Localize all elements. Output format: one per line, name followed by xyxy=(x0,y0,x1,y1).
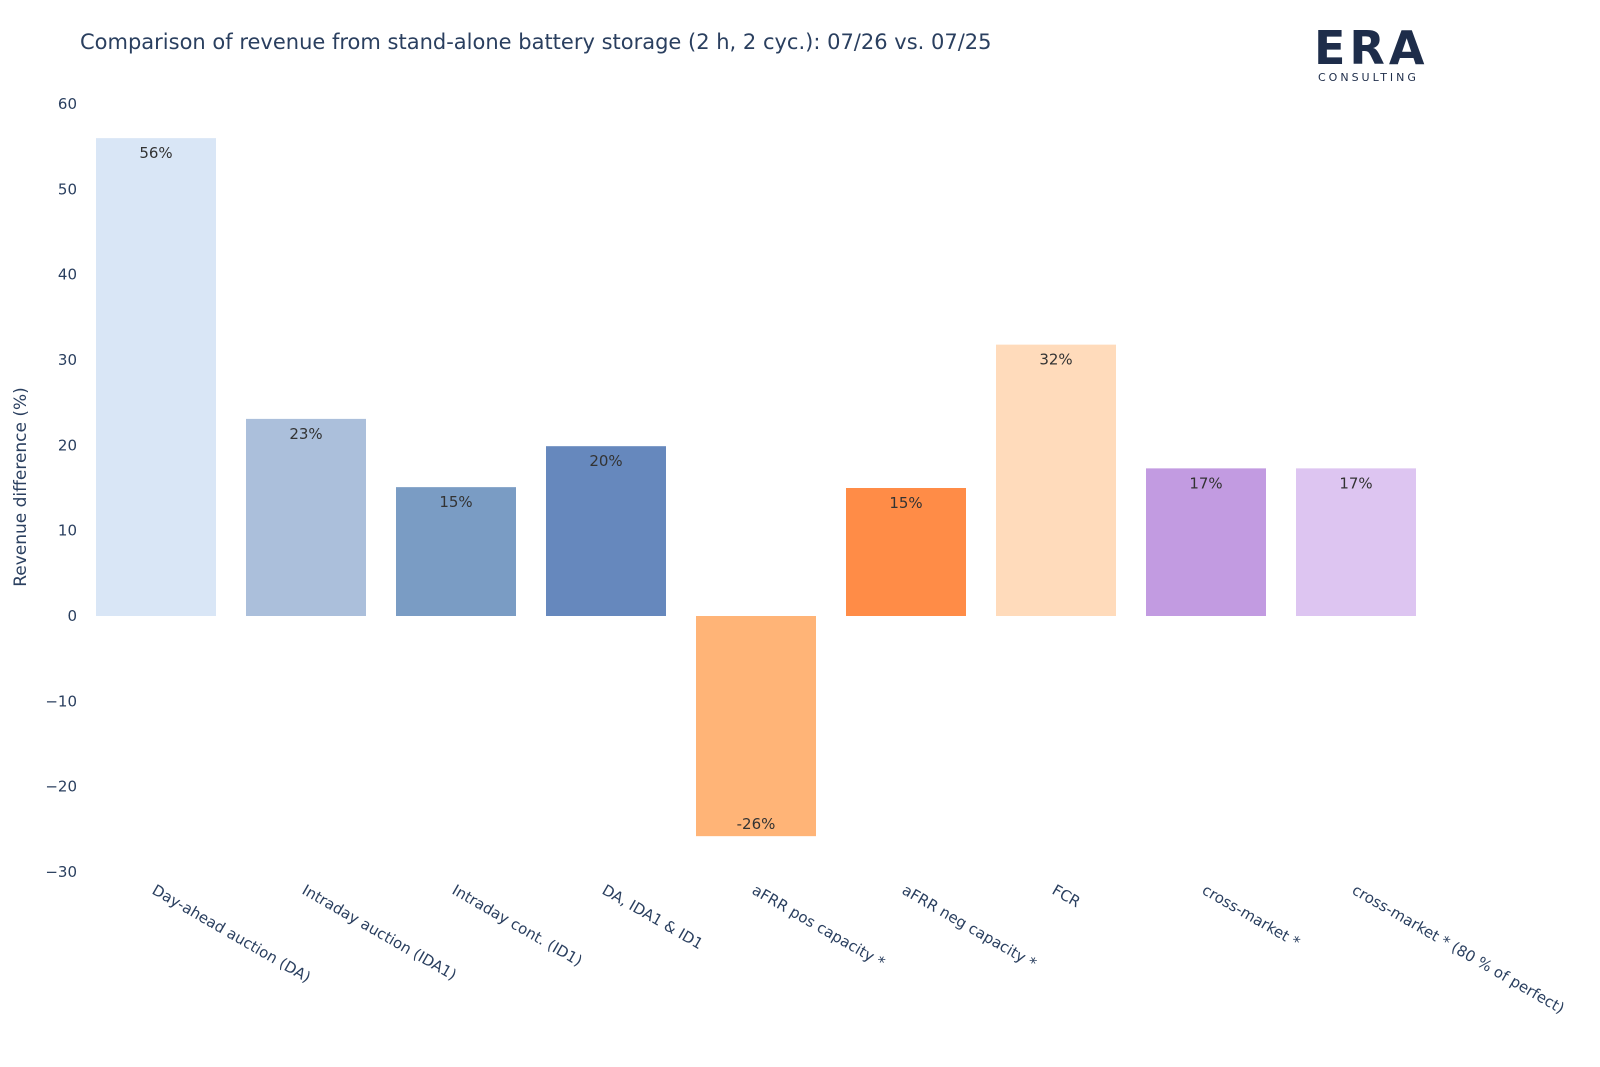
y-tick-label: 30 xyxy=(58,351,77,369)
bar xyxy=(996,344,1116,616)
bar-data-label: 23% xyxy=(289,425,322,443)
y-tick-label: 10 xyxy=(58,522,77,540)
bar-data-label: -26% xyxy=(737,815,776,833)
x-tick-label: Day-ahead auction (DA) xyxy=(149,881,314,987)
y-tick-label: −30 xyxy=(45,863,77,881)
data-labels-group: 56% 23% 15% 20% -26% 15% 32% 17% 17% xyxy=(139,144,1372,833)
bar xyxy=(1296,468,1416,616)
x-tick-label: FCR xyxy=(1049,881,1084,911)
y-tick-label: −10 xyxy=(45,692,77,710)
bar xyxy=(246,418,366,616)
bar xyxy=(396,487,516,616)
bar xyxy=(696,616,816,837)
bar xyxy=(846,488,966,616)
x-tick-label: Intraday auction (IDA1) xyxy=(299,881,460,984)
y-axis-ticks: 60 50 40 30 20 10 0 −10 −20 −30 xyxy=(45,95,77,881)
bar-data-label: 20% xyxy=(589,452,622,470)
logo-wordmark: ERA xyxy=(1314,21,1428,75)
bar xyxy=(96,138,216,616)
x-tick-label: aFRR pos capacity * xyxy=(749,881,889,972)
logo-subtitle: CONSULTING xyxy=(1318,71,1419,84)
x-tick-label: aFRR neg capacity * xyxy=(899,881,1040,973)
x-tick-label: Intraday cont. (ID1) xyxy=(449,881,585,970)
x-axis-ticks: Day-ahead auction (DA)Intraday auction (… xyxy=(149,881,1568,1018)
bar-data-label: 17% xyxy=(1189,474,1222,492)
x-tick-label: cross-market * (80 % of perfect) xyxy=(1349,881,1568,1018)
y-tick-label: 0 xyxy=(67,607,77,625)
y-tick-label: 60 xyxy=(58,95,77,113)
bar-data-label: 15% xyxy=(889,494,922,512)
x-tick-label: DA, IDA1 & ID1 xyxy=(599,881,706,953)
era-logo: ERA CONSULTING xyxy=(1314,21,1428,84)
bar-data-label: 17% xyxy=(1339,474,1372,492)
bar-data-label: 56% xyxy=(139,144,172,162)
y-tick-label: 20 xyxy=(58,436,77,454)
bars-group xyxy=(96,138,1416,837)
y-axis-title: Revenue difference (%) xyxy=(11,387,31,587)
y-tick-label: 50 xyxy=(58,180,77,198)
y-tick-label: −20 xyxy=(45,778,77,796)
chart-title: Comparison of revenue from stand-alone b… xyxy=(80,30,992,54)
bar xyxy=(546,446,666,616)
y-tick-label: 40 xyxy=(58,266,77,284)
x-tick-label: cross-market * xyxy=(1199,881,1304,952)
bar-data-label: 15% xyxy=(439,493,472,511)
bar xyxy=(1146,468,1266,616)
bar-data-label: 32% xyxy=(1039,351,1072,369)
